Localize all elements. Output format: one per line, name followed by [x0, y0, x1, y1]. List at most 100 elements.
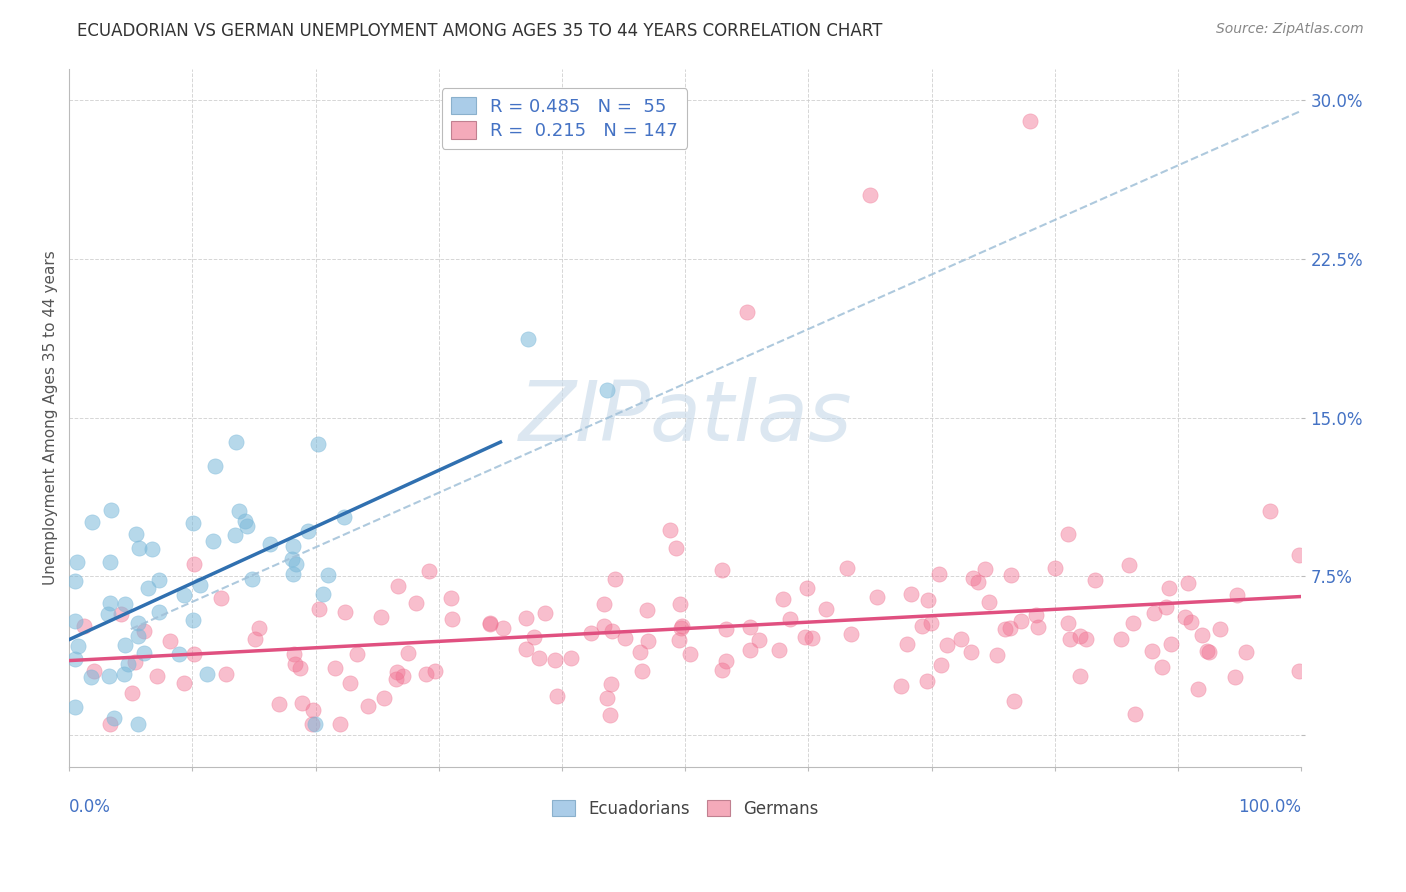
Point — [1195, 643, 1218, 657]
Point — [492, 621, 515, 635]
Point — [581, 626, 603, 640]
Point — [668, 597, 690, 611]
Point — [593, 597, 616, 611]
Point — [979, 595, 1001, 609]
Point — [859, 188, 882, 202]
Point — [159, 634, 181, 648]
Point — [1069, 630, 1091, 644]
Point — [671, 618, 693, 632]
Point — [329, 717, 352, 731]
Point — [98, 717, 121, 731]
Point — [235, 514, 257, 528]
Point — [890, 679, 912, 693]
Point — [748, 633, 770, 648]
Point — [630, 645, 652, 659]
Point — [173, 589, 195, 603]
Point — [599, 676, 621, 690]
Point — [534, 606, 557, 620]
Point — [228, 504, 250, 518]
Point — [103, 711, 125, 725]
Point — [125, 527, 148, 541]
Point — [669, 621, 692, 635]
Point — [714, 622, 737, 636]
Point — [97, 669, 120, 683]
Point — [1160, 637, 1182, 651]
Point — [132, 646, 155, 660]
Point — [1260, 504, 1282, 518]
Point — [920, 615, 942, 630]
Point — [98, 596, 121, 610]
Point — [141, 542, 163, 557]
Point — [202, 533, 225, 548]
Point — [1191, 628, 1213, 642]
Text: 100.0%: 100.0% — [1239, 798, 1301, 816]
Point — [173, 675, 195, 690]
Point — [800, 631, 823, 645]
Point — [479, 615, 502, 630]
Y-axis label: Unemployment Among Ages 35 to 44 years: Unemployment Among Ages 35 to 44 years — [44, 250, 58, 585]
Point — [678, 647, 700, 661]
Point — [1084, 573, 1107, 587]
Point — [1057, 615, 1080, 630]
Point — [235, 519, 257, 533]
Point — [866, 590, 889, 604]
Point — [1225, 588, 1247, 602]
Point — [183, 647, 205, 661]
Point — [1118, 558, 1140, 573]
Point — [1234, 645, 1257, 659]
Point — [994, 622, 1017, 636]
Point — [1174, 610, 1197, 624]
Point — [711, 663, 734, 677]
Point — [1074, 632, 1097, 646]
Text: 0.0%: 0.0% — [69, 798, 111, 816]
Point — [283, 566, 305, 581]
Point — [396, 646, 419, 660]
Point — [384, 672, 406, 686]
Point — [710, 563, 733, 577]
Point — [740, 620, 762, 634]
Point — [543, 653, 565, 667]
Point — [1000, 568, 1022, 582]
Text: ZIPatlas: ZIPatlas — [519, 377, 852, 458]
Point — [100, 503, 122, 517]
Point — [297, 524, 319, 538]
Point — [592, 619, 614, 633]
Point — [950, 632, 973, 647]
Point — [1187, 682, 1209, 697]
Point — [209, 591, 232, 605]
Point — [284, 657, 307, 672]
Point — [110, 607, 132, 621]
Point — [323, 661, 346, 675]
Point — [479, 617, 502, 632]
Point — [280, 552, 302, 566]
Point — [127, 629, 149, 643]
Point — [283, 647, 305, 661]
Point — [738, 643, 761, 657]
Point — [900, 586, 922, 600]
Point — [527, 651, 550, 665]
Point — [658, 524, 681, 538]
Point — [146, 669, 169, 683]
Point — [636, 603, 658, 617]
Point — [97, 607, 120, 621]
Point — [405, 596, 427, 610]
Point — [637, 633, 659, 648]
Point — [986, 648, 1008, 663]
Point — [546, 690, 568, 704]
Point — [301, 717, 323, 731]
Point — [772, 592, 794, 607]
Point — [240, 572, 263, 586]
Point — [1000, 621, 1022, 635]
Point — [112, 666, 135, 681]
Point — [73, 619, 96, 633]
Point — [138, 581, 160, 595]
Point — [929, 658, 952, 673]
Point — [440, 612, 463, 626]
Point — [114, 598, 136, 612]
Point — [560, 650, 582, 665]
Point — [1159, 582, 1181, 596]
Point — [148, 605, 170, 619]
Point — [1123, 706, 1146, 721]
Point — [247, 621, 270, 635]
Point — [768, 643, 790, 657]
